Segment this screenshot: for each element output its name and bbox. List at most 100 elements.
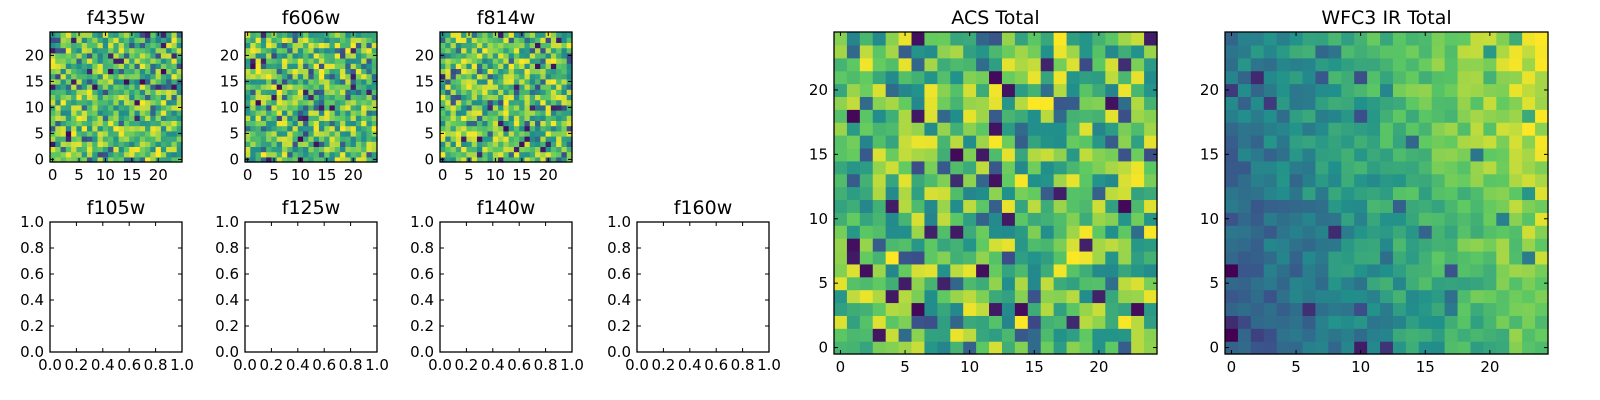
heatmap-cell (924, 263, 938, 278)
heatmap-cell (303, 99, 309, 106)
heatmap-cell (445, 58, 452, 64)
heatmap-cell (556, 94, 563, 101)
heatmap-cell (1237, 57, 1252, 72)
heatmap-cell (139, 89, 146, 95)
heatmap-cell (535, 115, 541, 121)
heatmap-cell (65, 136, 72, 142)
heatmap-cell (292, 99, 299, 106)
heatmap-cell (471, 47, 478, 54)
heatmap-cell (1276, 199, 1291, 213)
heatmap-cell (76, 37, 83, 43)
heatmap-cell (482, 94, 489, 101)
heatmap-cell (250, 73, 257, 80)
heatmap-cell (461, 68, 467, 75)
heatmap-cell (318, 156, 325, 163)
heatmap-cell (911, 250, 926, 265)
heatmap-cell (519, 73, 526, 80)
heatmap-cell (340, 84, 346, 90)
heatmap-cell (361, 146, 368, 153)
heatmap-cell (1470, 289, 1484, 304)
heatmap-cell (950, 173, 964, 188)
heatmap-cell (545, 141, 552, 147)
heatmap-cell (1418, 32, 1433, 46)
heatmap-cell (482, 63, 489, 69)
heatmap-cell (440, 47, 446, 54)
heatmap-cell (260, 130, 267, 137)
heatmap-cell (924, 109, 938, 123)
heatmap-cell (1341, 109, 1355, 123)
heatmap-cell (482, 130, 489, 137)
heatmap-cell (508, 125, 515, 132)
heatmap-cell (911, 122, 926, 136)
heatmap-cell (118, 63, 125, 69)
heatmap-cell (1014, 147, 1029, 162)
heatmap-cell (498, 146, 504, 153)
heatmap-cell (1431, 302, 1446, 316)
y-tick-label: 5 (424, 124, 434, 142)
heatmap-cell (1053, 238, 1068, 252)
heatmap-cell (450, 99, 457, 106)
heatmap-cell (366, 141, 373, 147)
heatmap-cell (50, 136, 56, 142)
heatmap-cell (276, 89, 283, 95)
heatmap-cell (329, 78, 336, 85)
heatmap-cell (134, 146, 141, 153)
heatmap-cell (303, 68, 309, 75)
heatmap-cell (81, 78, 88, 85)
heatmap-cell (846, 315, 861, 329)
heatmap-cell (329, 125, 336, 132)
heatmap-cell (71, 146, 77, 153)
heatmap-cell (276, 78, 283, 85)
heatmap-cell (487, 58, 494, 64)
heatmap-cell (102, 63, 109, 69)
heatmap-cell (366, 84, 373, 90)
heatmap-cell (492, 94, 499, 101)
heatmap-cell (292, 151, 299, 158)
heatmap-cell (50, 115, 56, 121)
heatmap-cell (366, 52, 373, 59)
heatmap-cell (535, 156, 541, 163)
heatmap-cell (545, 73, 552, 80)
heatmap-cell (445, 89, 452, 95)
heatmap-cell (1131, 96, 1145, 110)
heatmap-cell (545, 94, 552, 101)
heatmap-cell (255, 141, 262, 147)
heatmap-cell (556, 37, 563, 43)
heatmap-cell (487, 32, 494, 38)
heatmap-cell (361, 52, 368, 59)
heatmap-cell (1001, 225, 1016, 239)
heatmap-cell (524, 115, 531, 121)
heatmap-cell (50, 68, 56, 75)
heatmap-cell (834, 238, 848, 252)
heatmap-cell (287, 47, 294, 54)
heatmap-cell (113, 104, 120, 111)
heatmap-cell (482, 84, 489, 90)
heatmap-cell (1522, 276, 1536, 291)
heatmap-cell (150, 156, 157, 163)
heatmap-cell (350, 146, 357, 153)
heatmap-cell (1027, 160, 1042, 175)
heatmap-cell (1131, 328, 1145, 342)
heatmap-cell (535, 37, 541, 43)
x-tick-label: 10 (486, 166, 505, 184)
heatmap-cell (1118, 160, 1132, 175)
heatmap-cell (1289, 70, 1304, 85)
y-tick-label: 0.6 (20, 265, 44, 283)
heatmap-cell (324, 110, 331, 116)
heatmap-cell (1225, 122, 1239, 136)
heatmap-cell (97, 52, 104, 59)
heatmap-cell (1250, 289, 1265, 304)
heatmap-cell (355, 99, 362, 106)
heatmap-cell (1144, 70, 1158, 85)
heatmap-cell (834, 96, 848, 110)
heatmap-cell (1367, 302, 1381, 316)
heatmap-cell (345, 156, 352, 163)
heatmap-cell (1380, 315, 1394, 329)
heatmap-cell (1144, 57, 1158, 72)
heatmap-cell (1225, 160, 1239, 175)
heatmap-cell (60, 78, 67, 85)
heatmap-cell (292, 110, 299, 116)
heatmap-cell (1444, 96, 1459, 110)
